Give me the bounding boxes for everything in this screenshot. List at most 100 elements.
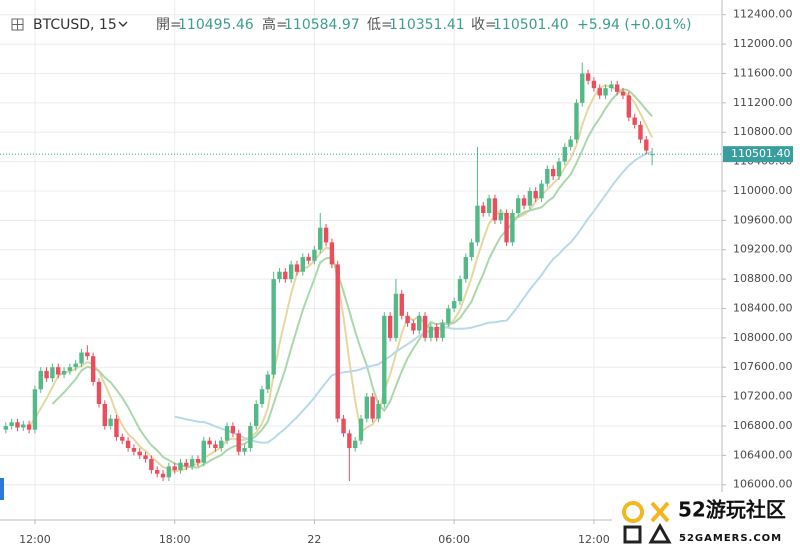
candle-body xyxy=(108,418,113,426)
field-label: 低= xyxy=(367,17,393,33)
symbol[interactable]: BTCUSD, 15 xyxy=(33,17,117,33)
candle-body xyxy=(79,352,84,364)
candle-body xyxy=(457,279,463,302)
moving-average xyxy=(174,150,653,444)
candle-body xyxy=(323,227,329,243)
candle-body xyxy=(417,315,422,331)
candle-body xyxy=(195,459,201,463)
candle-body xyxy=(160,473,166,478)
candle-body xyxy=(67,367,73,371)
candle-body xyxy=(56,367,61,375)
y-tick-label: 107200.00 xyxy=(733,390,793,403)
candle-body xyxy=(248,425,253,449)
logo-circle xyxy=(622,501,644,523)
candle-body xyxy=(50,367,55,379)
candle-body xyxy=(614,84,620,92)
y-tick-label: 112400.00 xyxy=(733,8,793,21)
y-tick-label: 106400.00 xyxy=(733,448,793,461)
moving-averages xyxy=(28,84,653,473)
last-price-tag xyxy=(723,146,793,163)
candle-body xyxy=(422,315,428,338)
candle-body xyxy=(149,459,154,471)
candle-body xyxy=(545,168,550,184)
candle-body xyxy=(376,403,381,419)
candle-body xyxy=(288,264,294,280)
candle-body xyxy=(556,161,562,177)
last-price-label: 110501.40 xyxy=(731,147,791,160)
candle-body xyxy=(166,466,172,478)
candle-body xyxy=(230,425,236,434)
candle-body xyxy=(393,293,399,338)
candle-body xyxy=(533,190,538,199)
side-tab[interactable] xyxy=(0,478,4,500)
candle-body xyxy=(3,425,9,430)
candle-body xyxy=(306,257,311,261)
candle-body xyxy=(539,183,544,199)
candle-body xyxy=(550,168,556,177)
candle-body xyxy=(219,440,224,449)
y-tick-label: 106800.00 xyxy=(733,419,793,432)
candle-body xyxy=(632,117,637,125)
candle-body xyxy=(32,389,38,430)
candle-body xyxy=(387,315,393,338)
candles xyxy=(3,62,655,482)
watermark-bg xyxy=(612,492,800,556)
candle-body xyxy=(277,271,282,280)
candle-body xyxy=(405,315,410,324)
watermark-text: 52游玩社区 xyxy=(678,498,786,522)
y-tick-label: 108400.00 xyxy=(733,301,793,314)
x-tick-label: 06:00 xyxy=(438,533,470,546)
watermark-sub: 52GAMERS.COM xyxy=(679,533,782,544)
candle-body xyxy=(236,433,241,452)
candle-body xyxy=(335,264,340,419)
field-value: 110584.97 xyxy=(284,17,360,33)
symbol-caret[interactable] xyxy=(118,21,128,27)
candle-body xyxy=(96,381,102,404)
candle-body xyxy=(638,124,643,140)
candle-body xyxy=(271,279,276,375)
candle-body xyxy=(102,403,108,426)
candle-body xyxy=(120,437,125,441)
candle-body xyxy=(649,154,655,156)
candle-body xyxy=(9,422,14,426)
candle-body xyxy=(44,370,49,379)
candle-body xyxy=(318,227,323,250)
candle-body xyxy=(568,139,573,147)
candle-body xyxy=(609,84,614,89)
candle-body xyxy=(155,470,160,474)
y-tick-label: 110800.00 xyxy=(733,125,793,138)
y-tick-label: 109600.00 xyxy=(733,213,793,226)
field-label: 開= xyxy=(156,17,182,33)
candle-body xyxy=(527,190,533,206)
candle-body xyxy=(114,418,119,438)
candle-body xyxy=(504,212,509,243)
y-tick-label: 108000.00 xyxy=(733,331,793,344)
x-tick-label: 18:00 xyxy=(159,533,191,546)
candle-body xyxy=(300,257,305,272)
field-label: 高= xyxy=(262,16,288,33)
candle-body xyxy=(347,433,352,449)
candle-body xyxy=(492,198,498,221)
candle-body xyxy=(131,448,137,452)
grid xyxy=(0,0,722,520)
candle-body xyxy=(620,91,626,96)
candle-body xyxy=(201,440,206,463)
header: BTCUSD, 15 開= 110495.46 高= 110584.97 低= … xyxy=(11,16,691,33)
field-value: 110495.46 xyxy=(178,17,254,33)
candle-body xyxy=(125,440,131,449)
candle-body xyxy=(242,448,247,452)
candle-body xyxy=(521,198,527,206)
candle-body xyxy=(364,396,370,419)
candle-body xyxy=(446,308,451,324)
candle-body xyxy=(516,198,521,213)
candle-body xyxy=(265,374,271,390)
x-tick-label: 12:00 xyxy=(578,533,610,546)
candle-body xyxy=(38,370,43,390)
candle-body xyxy=(213,444,218,449)
candle-body xyxy=(172,466,177,471)
candle-body xyxy=(253,403,259,426)
logo-triangle xyxy=(648,522,672,544)
